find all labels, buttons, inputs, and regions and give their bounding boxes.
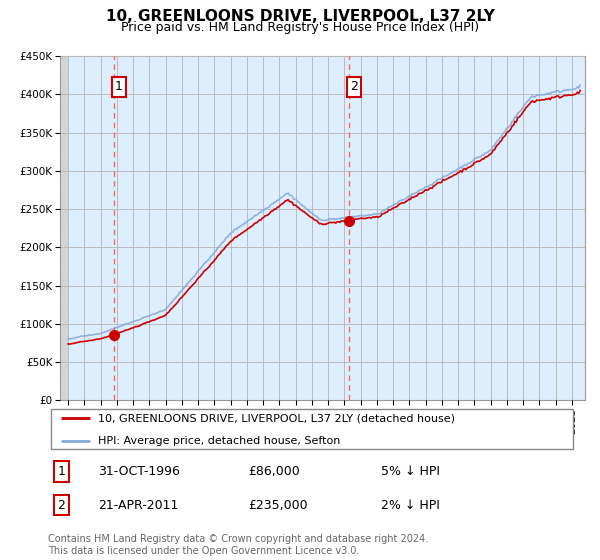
Text: 1: 1 <box>115 81 123 94</box>
Text: 5% ↓ HPI: 5% ↓ HPI <box>380 465 440 478</box>
Text: 21-APR-2011: 21-APR-2011 <box>98 498 179 511</box>
Bar <box>60 56 68 400</box>
Text: Contains HM Land Registry data © Crown copyright and database right 2024.
This d: Contains HM Land Registry data © Crown c… <box>48 534 428 556</box>
Text: Price paid vs. HM Land Registry's House Price Index (HPI): Price paid vs. HM Land Registry's House … <box>121 21 479 34</box>
Text: 2: 2 <box>350 81 358 94</box>
Text: 31-OCT-1996: 31-OCT-1996 <box>98 465 180 478</box>
Text: 10, GREENLOONS DRIVE, LIVERPOOL, L37 2LY: 10, GREENLOONS DRIVE, LIVERPOOL, L37 2LY <box>106 9 494 24</box>
Text: 10, GREENLOONS DRIVE, LIVERPOOL, L37 2LY (detached house): 10, GREENLOONS DRIVE, LIVERPOOL, L37 2LY… <box>98 413 455 423</box>
Text: 2% ↓ HPI: 2% ↓ HPI <box>380 498 440 511</box>
Text: 1: 1 <box>57 465 65 478</box>
Text: HPI: Average price, detached house, Sefton: HPI: Average price, detached house, Seft… <box>98 436 341 446</box>
Text: 2: 2 <box>57 498 65 511</box>
Text: £86,000: £86,000 <box>248 465 301 478</box>
Text: £235,000: £235,000 <box>248 498 308 511</box>
FancyBboxPatch shape <box>50 409 574 449</box>
